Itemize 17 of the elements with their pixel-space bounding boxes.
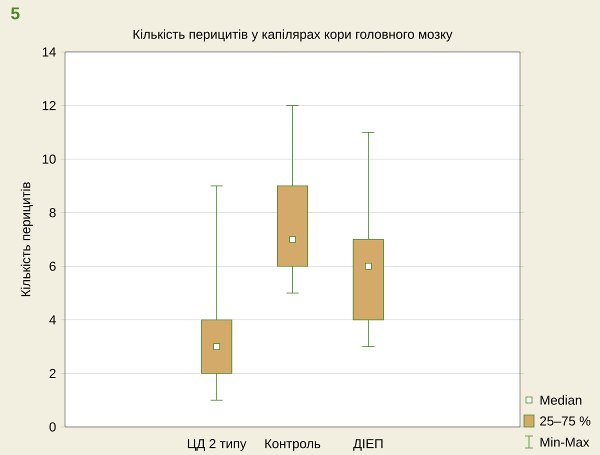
chart-title: Кількість перицитів у капілярах кори головного мозку (134, 29, 452, 42)
x-tick-label: ДІЕП (353, 439, 383, 451)
y-tick-label: 2 (50, 368, 56, 378)
y-axis-title: Кількість перицитів (20, 182, 33, 296)
text: Min-Max (540, 437, 590, 447)
y-tick-label: 0 (50, 422, 56, 432)
text: 5 (11, 8, 20, 20)
text: Median (540, 395, 582, 405)
text: 25–75 % (540, 416, 590, 426)
y-tick-label: 8 (50, 208, 56, 218)
x-tick-label: ЦД 2 типу (188, 439, 246, 451)
y-tick-label: 6 (50, 262, 56, 271)
y-tick-label: 14 (42, 48, 56, 56)
x-tick-label: Контроль (265, 439, 320, 451)
y-tick-label: 12 (42, 101, 56, 110)
y-tick-label: 4 (49, 315, 56, 324)
y-tick-label: 10 (42, 154, 56, 164)
